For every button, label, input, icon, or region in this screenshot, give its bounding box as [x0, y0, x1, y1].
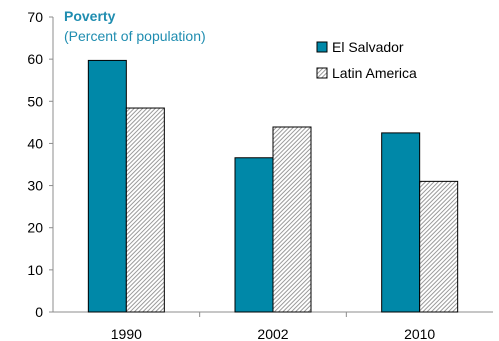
bar-el-salvador-2010	[381, 132, 421, 313]
chart-subtitle: (Percent of population)	[64, 28, 206, 44]
bar-latin-america-1990	[125, 107, 165, 313]
legend-label-el-salvador: El Salvador	[332, 39, 404, 55]
y-tick-label: 10	[27, 262, 43, 278]
legend-label-latin-america: Latin America	[332, 65, 417, 81]
legend-swatch-latin-america	[316, 67, 328, 79]
bar-latin-america-2010	[419, 180, 459, 313]
bars	[87, 59, 459, 313]
y-tick-label: 50	[27, 93, 43, 109]
chart-title: Poverty	[64, 8, 116, 24]
y-tick-label: 60	[27, 51, 43, 67]
bar-latin-america-2002	[272, 126, 312, 313]
bar-el-salvador-1990	[87, 59, 127, 313]
y-tick-label: 40	[27, 135, 43, 151]
y-tick-label: 70	[27, 9, 43, 25]
tick-labels: 0 10 20 30 40 50 60 70 1990 2002 2010	[27, 9, 435, 341]
x-tick-label: 2010	[404, 326, 435, 341]
y-tick-label: 0	[35, 304, 43, 320]
x-tick-label: 2002	[257, 326, 288, 341]
legend-swatch-el-salvador	[316, 41, 328, 53]
bar-el-salvador-2002	[234, 157, 274, 313]
x-tick-label: 1990	[111, 326, 142, 341]
y-tick-label: 20	[27, 220, 43, 236]
legend: El Salvador Latin America	[316, 39, 417, 81]
y-tick-label: 30	[27, 178, 43, 194]
